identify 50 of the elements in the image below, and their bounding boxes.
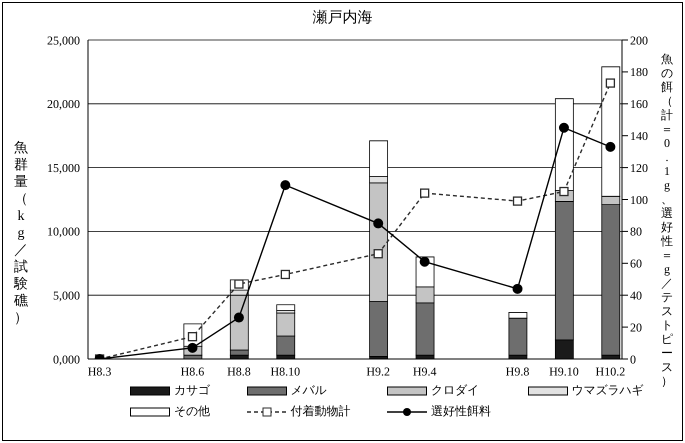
point xyxy=(373,218,384,228)
point xyxy=(374,249,383,258)
x-tick-label: H8.6 xyxy=(180,364,204,379)
y2-tick-label: 40 xyxy=(630,288,642,302)
y-tick-label: 0,000 xyxy=(53,352,80,366)
x-tick-label: H9.2 xyxy=(366,364,390,379)
legend-label: クロダイ xyxy=(431,382,479,399)
x-tick-label: H9.8 xyxy=(506,364,530,379)
point xyxy=(280,180,290,190)
point xyxy=(512,196,522,206)
legend-label: 選好性餌料 xyxy=(431,403,491,420)
y-tick-label: 15,000 xyxy=(47,160,80,175)
point xyxy=(558,122,569,133)
y2-tick-label: 120 xyxy=(630,160,648,175)
y2-tick-label: 20 xyxy=(630,320,642,334)
point xyxy=(606,78,616,88)
point xyxy=(280,270,290,280)
point xyxy=(420,188,430,198)
y2-tick-label: 180 xyxy=(630,65,648,80)
legend-label: ウマズラハギ xyxy=(572,382,644,399)
point xyxy=(420,256,430,267)
y2-tick-label: 200 xyxy=(630,33,648,48)
chart-title: 瀬戸内海 xyxy=(312,8,374,27)
x-tick-label: H9.10 xyxy=(549,364,579,379)
legend-label: メバル xyxy=(290,382,326,399)
point xyxy=(234,312,244,323)
legend-label: その他 xyxy=(174,403,210,420)
y-tick-label: 25,000 xyxy=(47,33,80,48)
legend-label: カサゴ xyxy=(174,382,210,399)
text: 魚群量（kg／試験礁） xyxy=(14,141,28,326)
x-tick-label: H8.8 xyxy=(227,364,251,379)
y-tick-label: 20,000 xyxy=(47,97,80,112)
point xyxy=(605,142,616,152)
y2-tick-label: 80 xyxy=(630,224,642,239)
y2-tick-label: 100 xyxy=(630,192,648,207)
point xyxy=(187,342,198,353)
x-tick-label: H9.4 xyxy=(412,364,436,379)
text: 魚の餌（計＝0.1g、選好性＝g／テストピース） xyxy=(661,52,673,388)
y2-tick-label: 140 xyxy=(630,128,648,143)
x-tick-label: H8.3 xyxy=(88,364,112,379)
legend-label: 付着動物計 xyxy=(290,403,350,420)
x-tick-label: H8.10 xyxy=(270,364,300,379)
x-tick-label: H10.2 xyxy=(596,364,626,379)
y-tick-label: 10,000 xyxy=(47,224,80,239)
y2-tick-label: 160 xyxy=(630,97,648,112)
point xyxy=(512,284,523,294)
y2-tick-label: 60 xyxy=(630,256,642,271)
y2-tick-label: 0 xyxy=(630,352,636,366)
y-tick-label: 5,000 xyxy=(53,288,80,302)
bar xyxy=(276,304,296,311)
